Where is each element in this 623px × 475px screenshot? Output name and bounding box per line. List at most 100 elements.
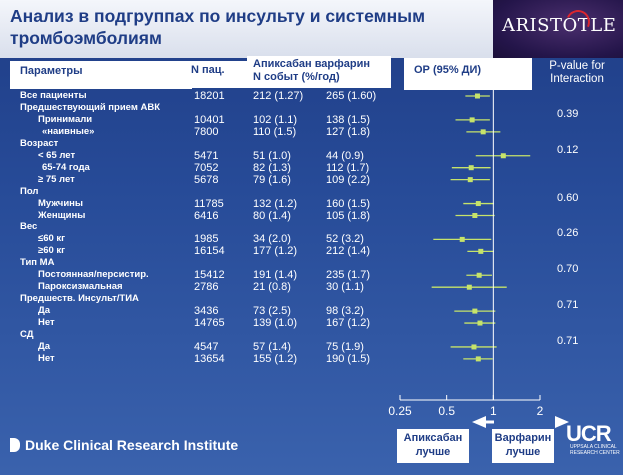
row-label: Предшеств. Инсульт/ТИА xyxy=(20,293,139,305)
row-label: СД xyxy=(20,329,34,340)
logo-text: ARISTOTLE xyxy=(502,15,617,36)
row-label: «наивные» xyxy=(42,125,95,137)
row-label: Предшествующий прием АВК xyxy=(20,101,161,113)
row-label: Вес xyxy=(20,221,38,233)
hr-marker xyxy=(469,117,475,123)
row-apixaban: 110 (1.5) xyxy=(253,125,297,138)
row-n: 2786 xyxy=(194,281,219,294)
row-label: ≥60 кг xyxy=(38,245,66,257)
row-label: < 65 лет xyxy=(38,149,76,161)
row-warfarin: 167 (1.2) xyxy=(326,317,371,330)
aristotle-logo xyxy=(493,0,623,58)
header-params-label: Параметры xyxy=(20,65,83,77)
row-apixaban: 82 (1.3) xyxy=(253,161,291,174)
x-tick-label: 2 xyxy=(537,404,544,418)
duke-label: Duke Clinical Research Institute xyxy=(25,437,239,453)
row-n: 11785 xyxy=(194,197,224,210)
pvalue: 0.71 xyxy=(557,334,579,347)
row-apixaban: 139 (1.0) xyxy=(253,317,298,330)
header-or: ОР (95% ДИ) xyxy=(404,58,532,90)
row-n: 13654 xyxy=(194,352,225,365)
row-label: Женщины xyxy=(38,209,86,221)
row-label: Да xyxy=(38,340,51,352)
hr-marker xyxy=(467,177,473,183)
ucr-logo: UCR xyxy=(566,421,612,446)
hr-marker xyxy=(474,93,480,99)
row-warfarin: 235 (1.7) xyxy=(326,269,371,282)
x-tick-label: 0.25 xyxy=(388,404,412,418)
row-warfarin: 212 (1.4) xyxy=(326,245,371,258)
row-apixaban: 57 (1.4) xyxy=(253,340,291,353)
hr-marker xyxy=(475,201,481,207)
hr-marker xyxy=(468,165,474,171)
row-label: Тип МА xyxy=(20,257,55,269)
row-n: 6416 xyxy=(194,209,219,222)
row-apixaban: 51 (1.0) xyxy=(253,149,291,162)
x-tick-label: 0.5 xyxy=(438,404,455,418)
row-warfarin: 160 (1.5) xyxy=(326,197,371,210)
row-apixaban: 73 (2.5) xyxy=(253,305,291,318)
arrow-left-icon xyxy=(472,416,486,428)
row-label: Нет xyxy=(38,317,55,329)
pvalue: 0.71 xyxy=(557,299,579,312)
hr-marker xyxy=(471,344,477,350)
row-n: 16154 xyxy=(194,245,225,258)
row-n: 18201 xyxy=(194,90,225,102)
row-warfarin: 138 (1.5) xyxy=(326,113,371,126)
favors-right-box: Варфарин лучше xyxy=(492,429,554,463)
hr-marker xyxy=(476,272,482,278)
ucr-subtitle: UPPSALA CLINICAL RESEARCH CENTER xyxy=(570,444,620,456)
x-tick-label: 1 xyxy=(490,404,497,418)
row-label: Принимали xyxy=(38,113,93,125)
row-apixaban: 177 (1.2) xyxy=(253,245,298,258)
hr-marker xyxy=(466,284,472,290)
pvalue: 0.70 xyxy=(557,263,579,276)
row-apixaban: 212 (1.27) xyxy=(253,90,304,102)
row-warfarin: 44 (0.9) xyxy=(326,149,364,162)
row-warfarin: 190 (1.5) xyxy=(326,352,371,365)
row-n: 14765 xyxy=(194,317,225,330)
title-bar xyxy=(0,0,493,58)
row-n: 7052 xyxy=(194,161,219,174)
row-n: 1985 xyxy=(194,233,219,246)
hr-marker xyxy=(500,153,506,159)
row-warfarin: 127 (1.8) xyxy=(326,125,371,138)
row-apixaban: 34 (2.0) xyxy=(253,233,291,246)
row-warfarin: 265 (1.60) xyxy=(326,90,377,102)
header-or-label: ОР (95% ДИ) xyxy=(414,64,482,76)
row-label: ≥ 75 лет xyxy=(38,173,75,185)
row-label: Мужчины xyxy=(38,197,84,209)
header-n-label: N пац. xyxy=(191,64,225,76)
row-apixaban: 191 (1.4) xyxy=(253,269,298,282)
pvalue: 0.26 xyxy=(557,227,579,240)
pvalue: 0.12 xyxy=(557,143,579,156)
header-events-line2: N событ (%/год) xyxy=(253,71,340,83)
row-apixaban: 102 (1.1) xyxy=(253,113,298,126)
row-apixaban: 132 (1.2) xyxy=(253,197,298,210)
row-n: 7800 xyxy=(194,125,219,138)
row-label: Возраст xyxy=(20,137,59,149)
row-warfarin: 105 (1.8) xyxy=(326,209,371,222)
page-title: Анализ в подгруппах по инсульту и систем… xyxy=(10,6,426,48)
hr-marker xyxy=(480,129,486,135)
hr-marker xyxy=(478,248,484,254)
hr-marker xyxy=(472,213,478,218)
row-warfarin: 52 (3.2) xyxy=(326,233,364,246)
favors-right-label: Варфарин лучше xyxy=(494,432,552,458)
row-warfarin: 30 (1.1) xyxy=(326,281,364,294)
row-apixaban: 155 (1.2) xyxy=(253,352,298,365)
pvalue: 0.60 xyxy=(557,191,579,204)
row-warfarin: 75 (1.9) xyxy=(326,340,364,353)
row-warfarin: 112 (1.7) xyxy=(326,161,370,174)
row-apixaban: 21 (0.8) xyxy=(253,281,291,294)
row-n: 3436 xyxy=(194,305,219,318)
row-n: 5471 xyxy=(194,149,219,162)
favors-left-box: Апиксабан лучше xyxy=(397,429,469,463)
header-n: N пац. xyxy=(185,61,249,88)
row-label: Да xyxy=(38,305,51,317)
row-warfarin: 98 (3.2) xyxy=(326,305,364,318)
row-warfarin: 109 (2.2) xyxy=(326,173,371,186)
row-apixaban: 80 (1.4) xyxy=(253,209,291,222)
header-events-line1: Апиксабан варфарин xyxy=(253,58,371,70)
